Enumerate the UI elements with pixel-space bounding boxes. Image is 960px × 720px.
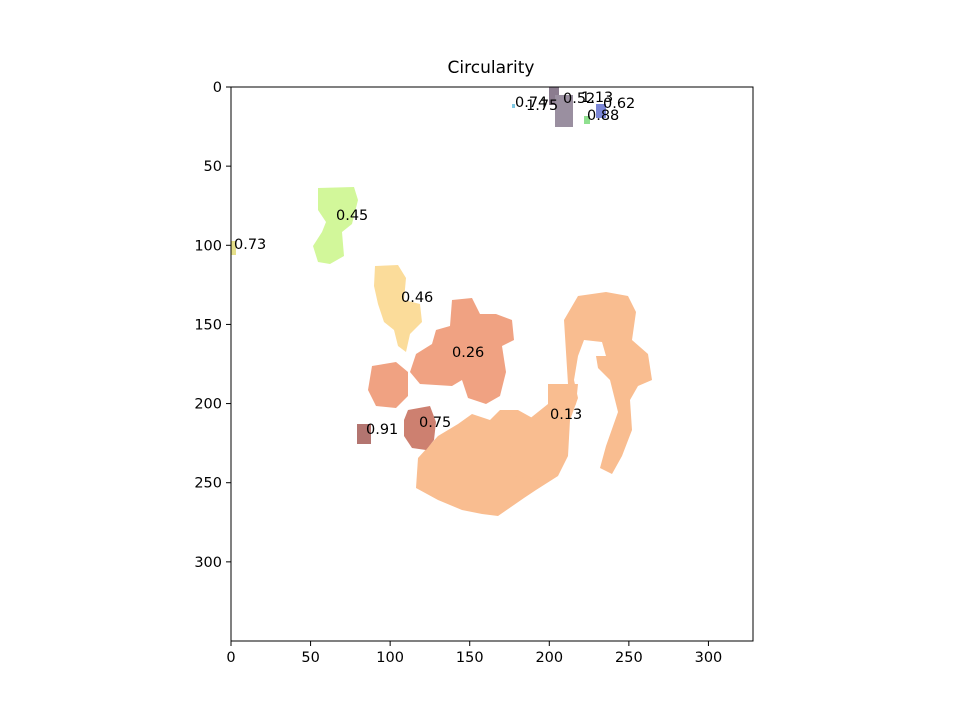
region-label: 1.13 [581, 90, 613, 106]
region-label: 0.74 [515, 95, 547, 111]
region-label: 0.73 [234, 237, 266, 253]
x-tick-label: 250 [615, 650, 643, 666]
region-label: 0.62 [603, 96, 635, 112]
region-0.45-mask [313, 187, 358, 264]
region-0.73-mask [231, 241, 236, 255]
y-tick-label: 300 [194, 555, 222, 571]
region-label: 0.91 [366, 422, 398, 438]
x-tick-label: 150 [456, 650, 484, 666]
x-tick-label: 50 [301, 650, 319, 666]
x-tick-label: 0 [226, 650, 235, 666]
x-tick-label: 300 [695, 650, 723, 666]
x-tick-label: 200 [535, 650, 563, 666]
y-tick-label: 200 [194, 397, 222, 413]
x-tick-label: 100 [376, 650, 404, 666]
region-label: 0.88 [587, 108, 619, 124]
region-label: 0.52 [563, 91, 595, 107]
region-label: 0.46 [401, 290, 433, 306]
region-0.46-mask [374, 265, 422, 352]
y-axis: 0 50 100 150 200 250 300 [194, 80, 231, 571]
region-0.74-mask [512, 104, 515, 108]
y-tick-label: 100 [194, 238, 222, 254]
y-tick-label: 150 [194, 317, 222, 333]
plot-area [230, 86, 754, 642]
region-label: 1.75 [526, 98, 558, 114]
y-tick-label: 50 [204, 159, 222, 175]
region-label: 0.26 [452, 345, 484, 361]
region-label: 0.13 [550, 407, 582, 423]
region-0.88-mask [584, 116, 590, 124]
y-tick-label: 0 [213, 80, 222, 96]
region-label: 0.45 [336, 208, 368, 224]
region-0.13-mask [416, 292, 652, 516]
region-0.26-mask [368, 298, 514, 408]
region-0.91-mask [357, 424, 371, 444]
region-value-labels: 0.74 0.521.13 1.75 0.620.88 0.45 0.73 0.46 0.26… [234, 90, 635, 438]
region-0.75-mask [404, 406, 436, 450]
region-0.62-mask [596, 104, 606, 118]
region-0.52-mask [549, 87, 573, 127]
region-masks [231, 87, 652, 516]
x-axis: 0 50 100 150 200 250 300 [226, 641, 722, 666]
y-tick-label: 250 [194, 476, 222, 492]
chart-title: Circularity [448, 58, 535, 78]
region-label: 0.75 [419, 415, 451, 431]
